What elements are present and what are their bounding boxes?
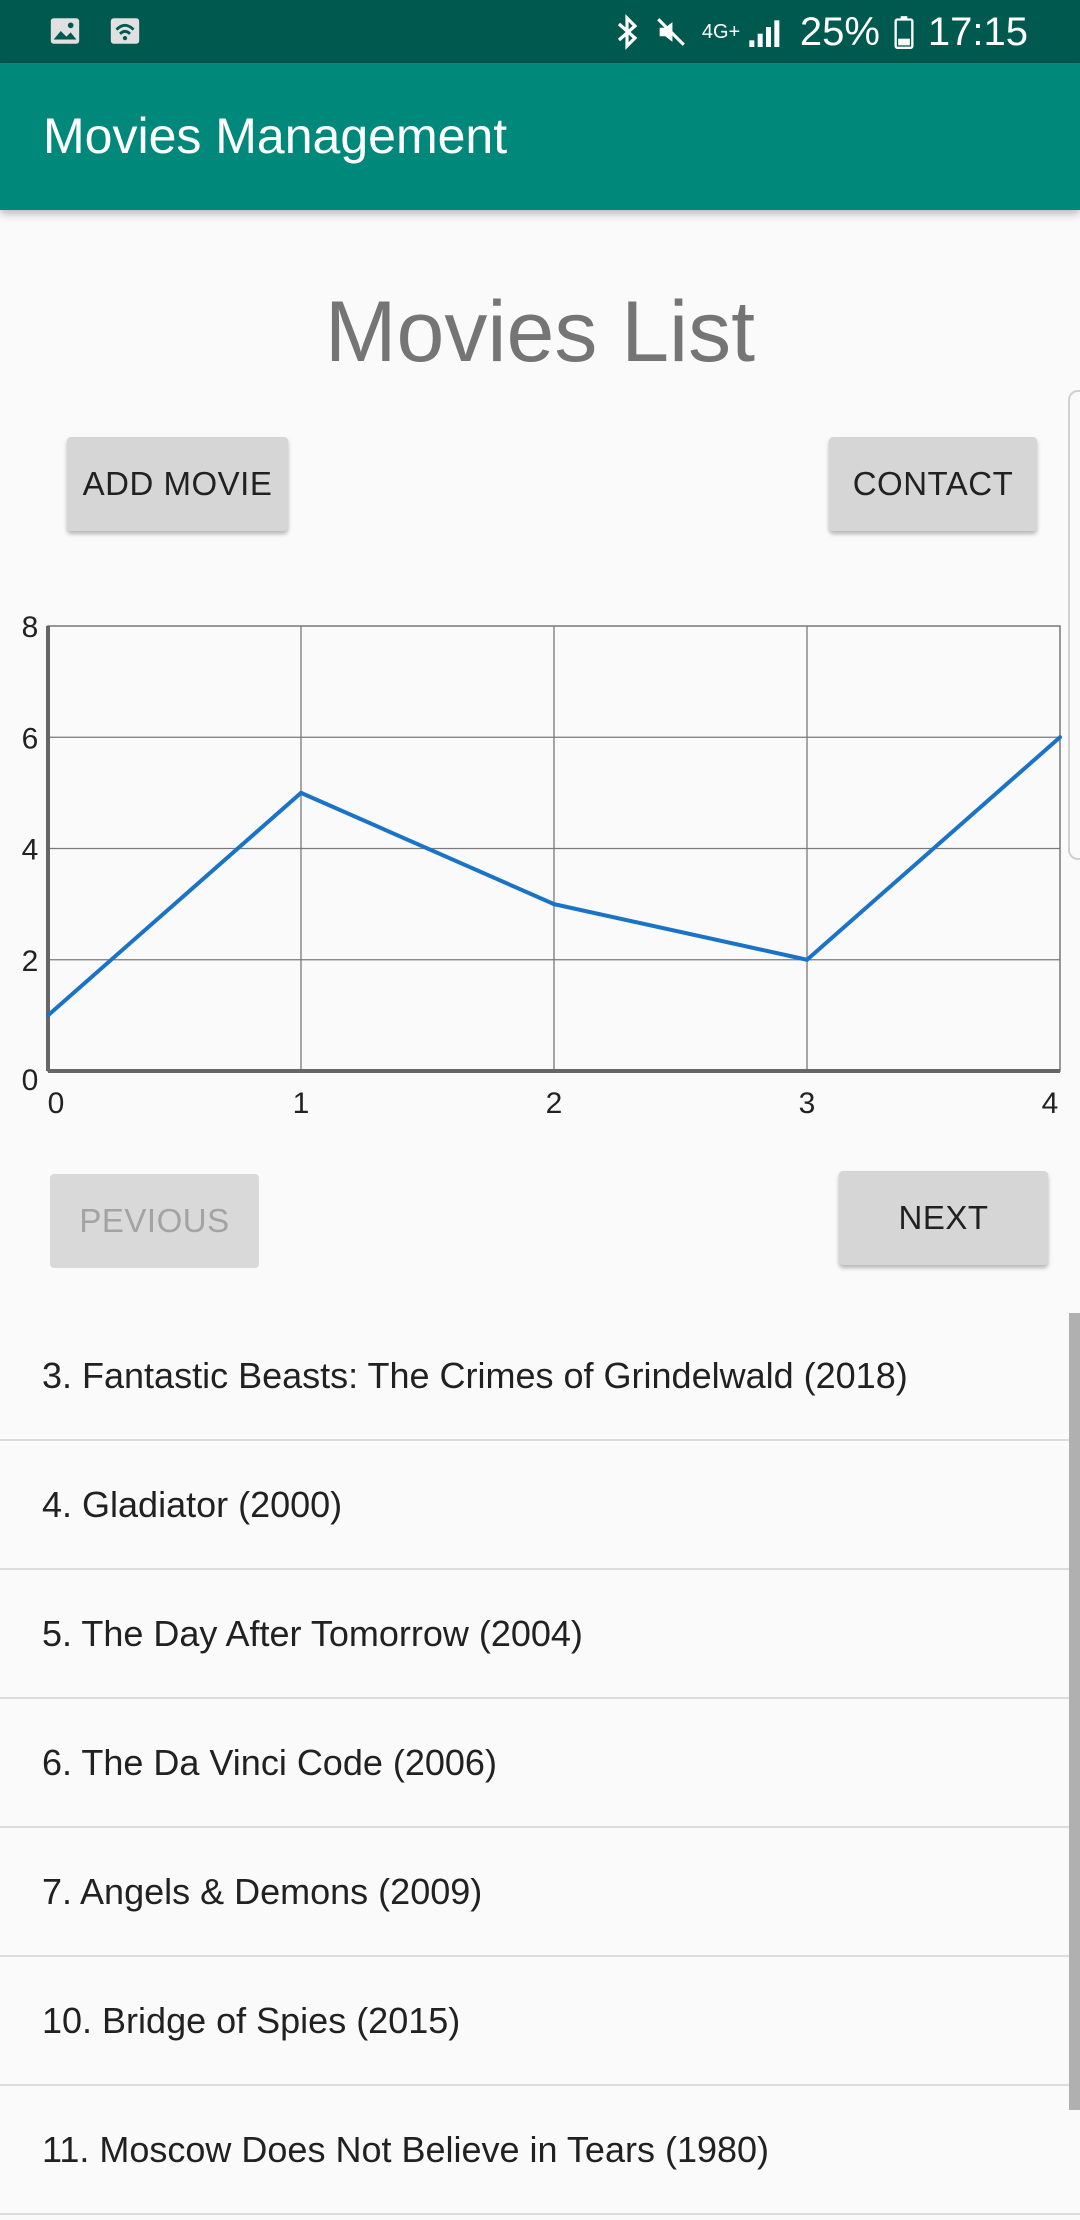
chart-y-tick-label: 6 [22, 722, 39, 755]
movie-list[interactable]: 3. Fantastic Beasts: The Crimes of Grind… [0, 1312, 1080, 2215]
movie-list-item[interactable]: 7. Angels & Demons (2009) [0, 1828, 1080, 1957]
chart-y-tick-label: 8 [22, 611, 39, 644]
chart-data-point [46, 1013, 50, 1018]
chart-data-point [552, 902, 556, 907]
mute-icon [656, 18, 685, 46]
chart-data-point [1058, 735, 1062, 740]
chart-x-tick-label: 4 [1042, 1087, 1059, 1120]
movie-list-item[interactable]: 11. Moscow Does Not Believe in Tears (19… [0, 2086, 1080, 2215]
chart-x-tick-label: 1 [293, 1087, 310, 1120]
add-movie-button[interactable]: ADD MOVIE [67, 437, 288, 531]
chart-data-point [299, 790, 303, 795]
app-title: Movies Management [43, 108, 508, 164]
chart-x-tick-label: 3 [799, 1087, 816, 1120]
battery-icon [894, 16, 914, 49]
chart-y-tick-label: 4 [22, 834, 39, 867]
movie-list-item[interactable]: 3. Fantastic Beasts: The Crimes of Grind… [0, 1312, 1080, 1441]
status-bar: 4G+ 25% 17:15 [0, 0, 1080, 63]
movie-list-item[interactable]: 5. The Day After Tomorrow (2004) [0, 1570, 1080, 1699]
bluetooth-icon [617, 14, 638, 50]
list-scrollbar[interactable] [1069, 1313, 1080, 2110]
signal-icon [749, 20, 780, 47]
network-type: 4G+ [701, 21, 741, 43]
chart-x-tick-label: 2 [546, 1087, 563, 1120]
movie-list-item[interactable]: 10. Bridge of Spies (2015) [0, 1957, 1080, 2086]
previous-button[interactable]: PEVIOUS [50, 1174, 259, 1268]
chart-x-tick-label: 0 [48, 1087, 65, 1120]
next-button[interactable]: NEXT [839, 1171, 1048, 1265]
chart-y-tick-label: 2 [22, 945, 39, 978]
image-icon [50, 18, 80, 44]
contact-button[interactable]: CONTACT [829, 437, 1037, 531]
app-bar: Movies Management [0, 63, 1080, 210]
movie-list-item[interactable]: 6. The Da Vinci Code (2006) [0, 1699, 1080, 1828]
status-right-icons: 4G+ 25% 17:15 [614, 8, 1028, 56]
status-left-icons [48, 14, 142, 48]
movie-list-item[interactable]: 4. Gladiator (2000) [0, 1441, 1080, 1570]
battery-percent: 25% [799, 10, 880, 54]
status-time: 17:15 [927, 10, 1028, 54]
chart-y-tick-label: 0 [22, 1064, 39, 1097]
movies-line-chart: 0 1 2 3 4 0 2 4 6 8 [22, 611, 1062, 1120]
edge-panel-handle[interactable] [1068, 390, 1080, 860]
wifi-icon [110, 18, 140, 44]
page-title: Movies List [324, 284, 756, 380]
chart-data-point [805, 957, 809, 962]
